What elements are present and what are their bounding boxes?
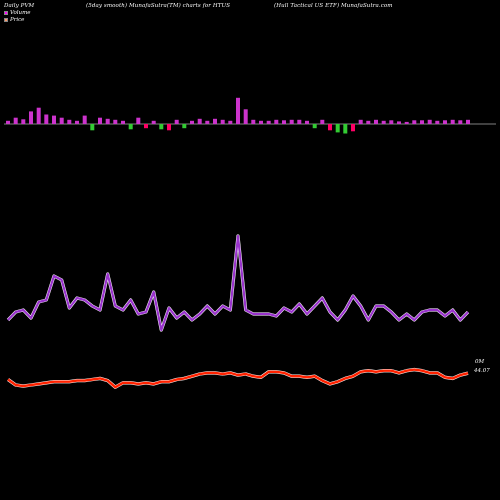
volume-line xyxy=(7,234,469,332)
pvm-bar xyxy=(397,121,401,124)
pvm-bar xyxy=(320,119,325,124)
pvm-bar xyxy=(228,120,233,124)
pvm-bar xyxy=(266,120,271,124)
pvm-bar xyxy=(174,119,179,124)
pvm-bar xyxy=(151,120,156,124)
price-line xyxy=(7,368,469,389)
pvm-bar xyxy=(29,111,33,124)
pvm-bar xyxy=(420,120,424,124)
volume-line-halo xyxy=(6,234,470,332)
pvm-bar xyxy=(44,114,49,124)
pvm-bar xyxy=(236,97,240,125)
pvm-bar xyxy=(75,120,79,124)
pvm-bar xyxy=(190,120,194,124)
pvm-bar xyxy=(404,121,409,124)
legend-volume-swatch xyxy=(4,11,8,15)
pvm-bar xyxy=(259,120,263,124)
chart-header-title: (5day smooth) MunafaSutra(TM) charts for… xyxy=(86,3,231,9)
pvm-bar xyxy=(389,120,394,124)
pvm-bar xyxy=(197,118,202,125)
pvm-bar xyxy=(121,120,125,124)
pvm-bar xyxy=(251,119,256,124)
pvm-bar xyxy=(312,124,317,129)
chart-header-right: (Hull Tactical US ETF) MunafaSutra.com xyxy=(274,3,393,9)
pvm-bar xyxy=(412,120,417,124)
legend-volume: Volume xyxy=(4,10,31,16)
pvm-bar xyxy=(182,124,187,129)
pvm-bar xyxy=(466,119,470,124)
pvm-bar xyxy=(282,120,286,124)
pvm-bar xyxy=(220,119,225,124)
pvm-bar xyxy=(366,120,371,124)
volume-value-label: 0M xyxy=(475,359,485,365)
legend-price: Price xyxy=(4,17,24,23)
pvm-bar xyxy=(213,118,217,125)
chart-header-left: Daily PVM xyxy=(4,3,35,9)
pvm-bar xyxy=(297,119,302,124)
pvm-bar xyxy=(243,109,248,124)
pvm-bar xyxy=(450,119,455,124)
pvm-bar xyxy=(136,117,141,124)
pvm-bar xyxy=(144,124,148,129)
pvm-bars xyxy=(6,97,470,134)
pvm-bar xyxy=(351,124,355,132)
pvm-bar xyxy=(59,117,64,124)
pvm-bar xyxy=(343,124,348,134)
pvm-bar xyxy=(128,124,133,130)
pvm-bar xyxy=(289,119,294,124)
pvm-bar xyxy=(435,120,440,124)
pvm-bar xyxy=(427,119,432,124)
legend-price-swatch xyxy=(4,18,8,22)
pvm-bar xyxy=(335,124,340,133)
pvm-bar xyxy=(113,119,118,124)
pvm-bar xyxy=(305,120,309,124)
pvm-bar xyxy=(167,124,171,131)
pvm-bar xyxy=(381,120,386,124)
pvm-bar xyxy=(328,124,332,131)
price-value-label: 44.07 xyxy=(474,368,490,374)
pvm-bar xyxy=(443,120,447,124)
pvm-bar xyxy=(67,119,72,124)
pvm-bar xyxy=(21,119,26,124)
pvm-bar xyxy=(82,115,87,124)
legend-volume-label: Volume xyxy=(10,10,31,16)
pvm-bar xyxy=(105,118,110,125)
pvm-bar xyxy=(458,120,463,124)
pvm-bar xyxy=(98,117,102,124)
legend-price-label: Price xyxy=(10,17,25,23)
pvm-bar xyxy=(374,119,378,124)
pvm-bar xyxy=(52,115,56,124)
pvm-bar xyxy=(159,124,164,130)
pvm-bar xyxy=(358,119,363,124)
pvm-bar xyxy=(36,107,41,124)
pvm-bar xyxy=(6,120,10,124)
pvm-bar xyxy=(205,120,210,124)
pvm-bar xyxy=(274,119,279,124)
pvm-bar xyxy=(90,124,95,131)
pvm-bar xyxy=(13,117,18,124)
series-lines xyxy=(6,234,470,389)
